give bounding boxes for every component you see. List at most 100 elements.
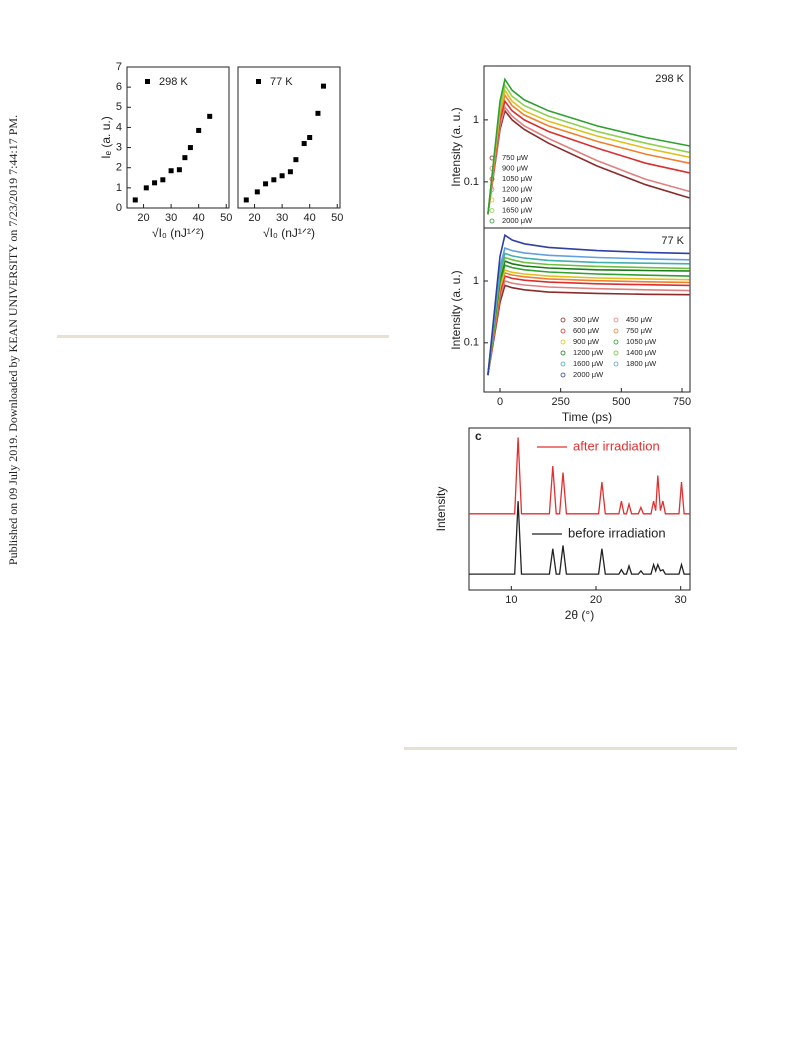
data-point	[207, 113, 213, 119]
x-tick-label: 0	[497, 396, 503, 408]
legend-label: 1050 μW	[626, 337, 657, 346]
data-line	[487, 247, 690, 376]
y-tick-label: 5	[116, 101, 122, 113]
data-line	[487, 88, 690, 215]
data-point	[132, 197, 138, 203]
panel-label: 298 K	[655, 73, 684, 85]
data-point	[152, 180, 158, 186]
data-point	[315, 110, 321, 116]
y-tick-label: 7	[116, 61, 122, 73]
legend-marker	[560, 339, 566, 345]
legend-marker	[256, 79, 261, 84]
y-tick-label: 0	[116, 202, 122, 214]
y-tick-label: 0.1	[464, 337, 479, 349]
legend-marker	[489, 218, 495, 224]
legend-label: 900 μW	[502, 163, 529, 172]
x-axis-label: √I₀ (nJ¹ᐟ²)	[152, 226, 204, 240]
legend-marker	[613, 328, 619, 334]
legend-marker	[145, 79, 150, 84]
sidebar-note: Published on 09 July 2019. Downloaded by…	[6, 115, 20, 565]
x-tick-label: 50	[220, 212, 232, 224]
y-tick-label: 1	[473, 114, 479, 126]
x-tick-label: 250	[551, 396, 569, 408]
data-point	[182, 155, 188, 161]
legend-label: 600 μW	[573, 326, 600, 335]
data-line	[487, 93, 690, 215]
plot-frame	[483, 227, 691, 393]
legend-label: 298 K	[159, 76, 188, 88]
y-axis-label: Iₑ (a. u.)	[99, 116, 113, 158]
x-tick-label: 20	[590, 594, 602, 606]
data-line	[487, 280, 690, 376]
data-line	[487, 275, 690, 376]
legend-label: 1400 μW	[626, 348, 657, 357]
legend-label: after irradiation	[573, 438, 660, 453]
legend-label: 77 K	[270, 76, 293, 88]
data-point	[293, 157, 299, 163]
data-point	[263, 181, 269, 187]
data-line	[469, 501, 690, 575]
legend-label: 450 μW	[626, 315, 653, 324]
x-tick-label: 750	[673, 396, 691, 408]
x-tick-label: 30	[276, 212, 288, 224]
legend-marker	[489, 208, 495, 213]
data-line	[487, 105, 690, 215]
panel-label: c	[475, 429, 482, 443]
x-tick-label: 30	[165, 212, 177, 224]
legend-label: 1650 μW	[502, 205, 533, 214]
plot-frame	[468, 427, 691, 591]
data-point	[168, 168, 174, 174]
y-axis-label: Intensity	[434, 487, 448, 532]
legend-marker	[560, 350, 566, 356]
data-line	[487, 269, 690, 376]
legend-label: 900 μW	[573, 337, 600, 346]
legend-marker	[613, 350, 619, 356]
y-axis-label: Intensity (a. u.)	[449, 270, 463, 349]
x-tick-label: 20	[248, 212, 260, 224]
x-tick-label: 50	[331, 212, 343, 224]
data-line	[487, 109, 690, 215]
legend-label: 2000 μW	[573, 370, 604, 379]
y-tick-label: 6	[116, 81, 122, 93]
data-point	[196, 127, 202, 133]
y-tick-label: 4	[116, 121, 122, 133]
data-line	[487, 252, 690, 376]
data-line	[487, 260, 690, 376]
legend-label: 750 μW	[626, 326, 653, 335]
panel-label: 77 K	[661, 235, 684, 247]
data-line	[487, 83, 690, 215]
data-point	[176, 167, 182, 173]
data-point	[320, 83, 326, 89]
legend-label: 1050 μW	[502, 174, 533, 183]
y-tick-label: 1	[116, 182, 122, 194]
legend-label: before irradiation	[568, 525, 666, 540]
x-tick-label: 500	[612, 396, 630, 408]
data-point	[243, 197, 249, 203]
legend-label: 750 μW	[502, 153, 529, 162]
data-line	[487, 284, 690, 376]
data-line	[487, 99, 690, 215]
data-point	[279, 173, 285, 179]
x-axis-label: Time (ps)	[562, 410, 612, 424]
data-line	[487, 233, 690, 376]
x-tick-label: 20	[137, 212, 149, 224]
legend-label: 1600 μW	[573, 359, 604, 368]
plot-frame	[237, 66, 341, 209]
data-line	[487, 256, 690, 376]
legend-marker	[560, 361, 566, 367]
data-point	[143, 185, 149, 191]
y-axis-label: Intensity (a. u.)	[449, 107, 463, 186]
x-axis-label: 2θ (°)	[565, 608, 594, 622]
separator	[57, 335, 389, 338]
data-point	[307, 135, 313, 140]
legend-label: 300 μW	[573, 315, 600, 324]
y-tick-label: 1	[473, 275, 479, 287]
data-line	[487, 264, 690, 376]
legend-label: 1200 μW	[573, 348, 604, 357]
legend-marker	[613, 339, 619, 345]
y-tick-label: 0.1	[464, 176, 479, 188]
data-point	[254, 189, 260, 195]
legend-marker	[613, 317, 619, 323]
